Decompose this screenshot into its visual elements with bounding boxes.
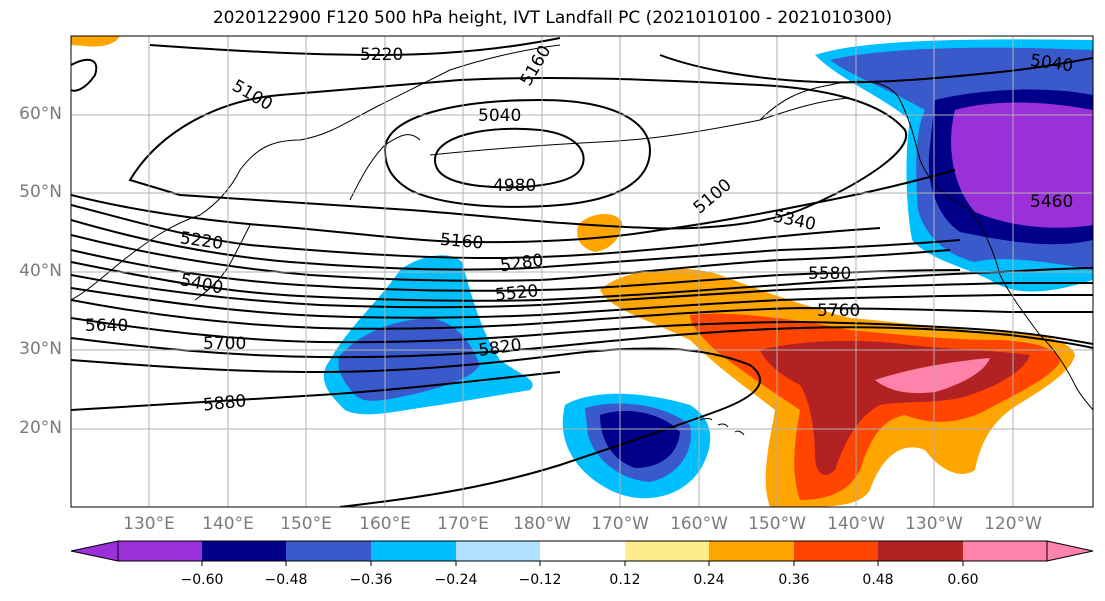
lon-label: 170°W <box>591 514 649 534</box>
lon-label: 150°E <box>280 514 332 534</box>
colorbar-under-arrow <box>70 540 119 562</box>
contour-label: 5520 <box>494 281 539 305</box>
graticule <box>71 36 1093 507</box>
colorbar-tick-label: −0.24 <box>434 572 478 588</box>
colorbar <box>70 540 1094 566</box>
colorbar-over-arrow <box>1046 540 1094 562</box>
hawaii-islands <box>699 418 745 436</box>
contour-label: 5580 <box>808 264 851 284</box>
japan-coast <box>194 224 251 301</box>
alaska-coast <box>759 80 971 211</box>
contour-label: 5760 <box>817 301 860 321</box>
contour-5040 <box>383 98 652 208</box>
contour-label: 5160 <box>439 230 484 254</box>
contour-label: 4980 <box>493 176 536 196</box>
contour-5760 <box>71 326 1093 359</box>
lon-label: 150°W <box>748 514 806 534</box>
colorbar-tick-label: 0.48 <box>862 572 894 588</box>
colorbar-tick-label: −0.12 <box>518 572 562 588</box>
contour-label: 5220 <box>360 45 403 65</box>
lat-label: 20°N <box>19 418 62 438</box>
contour-5700 <box>71 317 1093 345</box>
asia-coast <box>71 44 561 301</box>
contour-5340 <box>71 234 951 282</box>
lon-label: 160°E <box>359 514 411 534</box>
contour-5400 <box>71 249 961 292</box>
colorbar-tick-label: 0.60 <box>947 572 979 588</box>
colorbar-tick-label: −0.60 <box>180 572 224 588</box>
lat-label: 50°N <box>19 182 62 202</box>
map-panel: 5220 5160 5040 5100 4980 5100 5340 5220 … <box>71 36 1093 507</box>
contour-label: 5460 <box>1030 192 1073 212</box>
contour-5520 <box>71 274 1093 309</box>
lon-label: 140°E <box>202 514 254 534</box>
contour-label: 5700 <box>203 334 246 354</box>
lat-label: 60°N <box>19 104 62 124</box>
ivt-shading <box>71 36 1093 507</box>
contour-5880 <box>71 371 561 411</box>
contour-label: 5640 <box>85 316 128 336</box>
aleutian-islands <box>429 97 851 156</box>
lat-label: 30°N <box>19 339 62 359</box>
contour-label: 5880 <box>202 391 247 415</box>
contour-5580 <box>71 287 1093 319</box>
contour-label: 5040 <box>478 106 521 126</box>
map-frame <box>70 35 1094 508</box>
colorbar-tick-label: 0.36 <box>778 572 810 588</box>
colorbar-tick-label: 0.24 <box>693 572 725 588</box>
lon-label: 180°W <box>513 514 571 534</box>
height-contours <box>71 37 1093 507</box>
contour-5220 <box>71 204 881 260</box>
lon-label: 140°W <box>827 514 885 534</box>
colorbar-tick-label: −0.48 <box>264 572 308 588</box>
contour-5220-top <box>149 37 561 57</box>
contour-5160 <box>71 169 956 244</box>
contour-5460 <box>71 261 1093 302</box>
colorbar-tick-label: −0.36 <box>349 572 393 588</box>
colorbar-tick-label: 0.12 <box>609 572 641 588</box>
lat-label: 40°N <box>19 261 62 281</box>
contour-high-north <box>659 54 1093 84</box>
contour-4980 <box>433 127 585 189</box>
plot-title: 2020122900 F120 500 hPa height, IVT Land… <box>212 8 893 28</box>
contour-5100a <box>128 76 908 230</box>
lon-label: 130°W <box>905 514 963 534</box>
lon-label: 170°E <box>437 514 489 534</box>
lon-label: 120°W <box>984 514 1042 534</box>
contour-5280 <box>71 219 961 271</box>
contour-5640 <box>71 299 1093 330</box>
lon-label: 130°E <box>123 514 175 534</box>
lon-label: 160°W <box>670 514 728 534</box>
contour-upper-left <box>71 58 98 92</box>
